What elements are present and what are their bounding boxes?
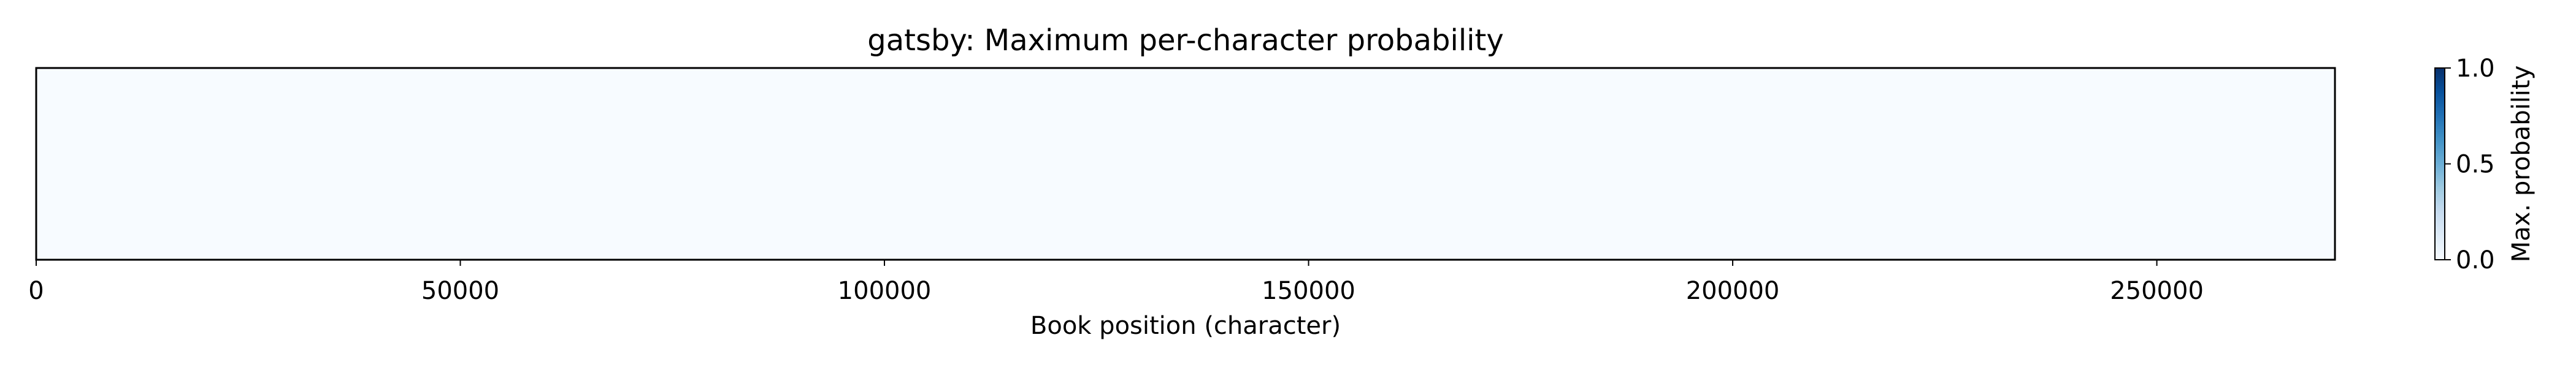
colorbar-tick-label: 0.0 — [2456, 246, 2495, 274]
colorbar-tick-label: 0.5 — [2456, 151, 2495, 179]
x-axis-label: Book position (character) — [1030, 312, 1341, 340]
x-tick-label: 250000 — [2110, 277, 2204, 305]
colorbar — [2435, 68, 2445, 260]
plot-frame — [35, 67, 2336, 261]
x-tick-label: 50000 — [421, 277, 499, 305]
colorbar-tick-label: 1.0 — [2456, 55, 2495, 83]
chart-title: gatsby: Maximum per-character probabilit… — [867, 23, 1503, 58]
x-tick-label: 150000 — [1262, 277, 1355, 305]
x-tick-label: 0 — [28, 277, 44, 305]
x-tick-label: 200000 — [1686, 277, 1780, 305]
x-tick-label: 100000 — [838, 277, 932, 305]
colorbar-axis: 0.0 0.5 1.0 — [2445, 55, 2495, 274]
colorbar-label: Max. probability — [2507, 66, 2536, 263]
heatmap-area — [36, 68, 2335, 260]
x-axis: 0 50000 100000 150000 200000 250000 — [28, 260, 2204, 305]
